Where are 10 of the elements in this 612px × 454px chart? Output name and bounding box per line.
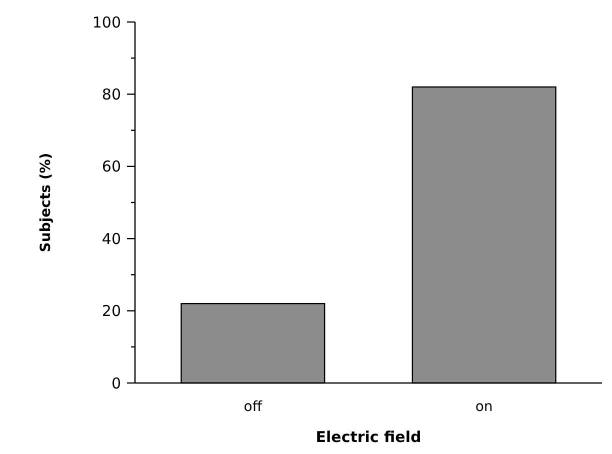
y-tick-label: 80	[102, 85, 121, 104]
y-tick-label: 0	[111, 374, 121, 392]
x-axis-title: Electric field	[316, 428, 422, 446]
y-tick-label: 60	[102, 158, 121, 176]
x-tick-label: on	[475, 399, 493, 415]
y-tick-label: 100	[92, 13, 121, 32]
y-tick-label: 20	[102, 302, 121, 320]
x-tick-label: off	[244, 399, 262, 415]
y-tick-label: 40	[102, 230, 121, 248]
y-axis-title: Subjects (%)	[38, 152, 54, 252]
